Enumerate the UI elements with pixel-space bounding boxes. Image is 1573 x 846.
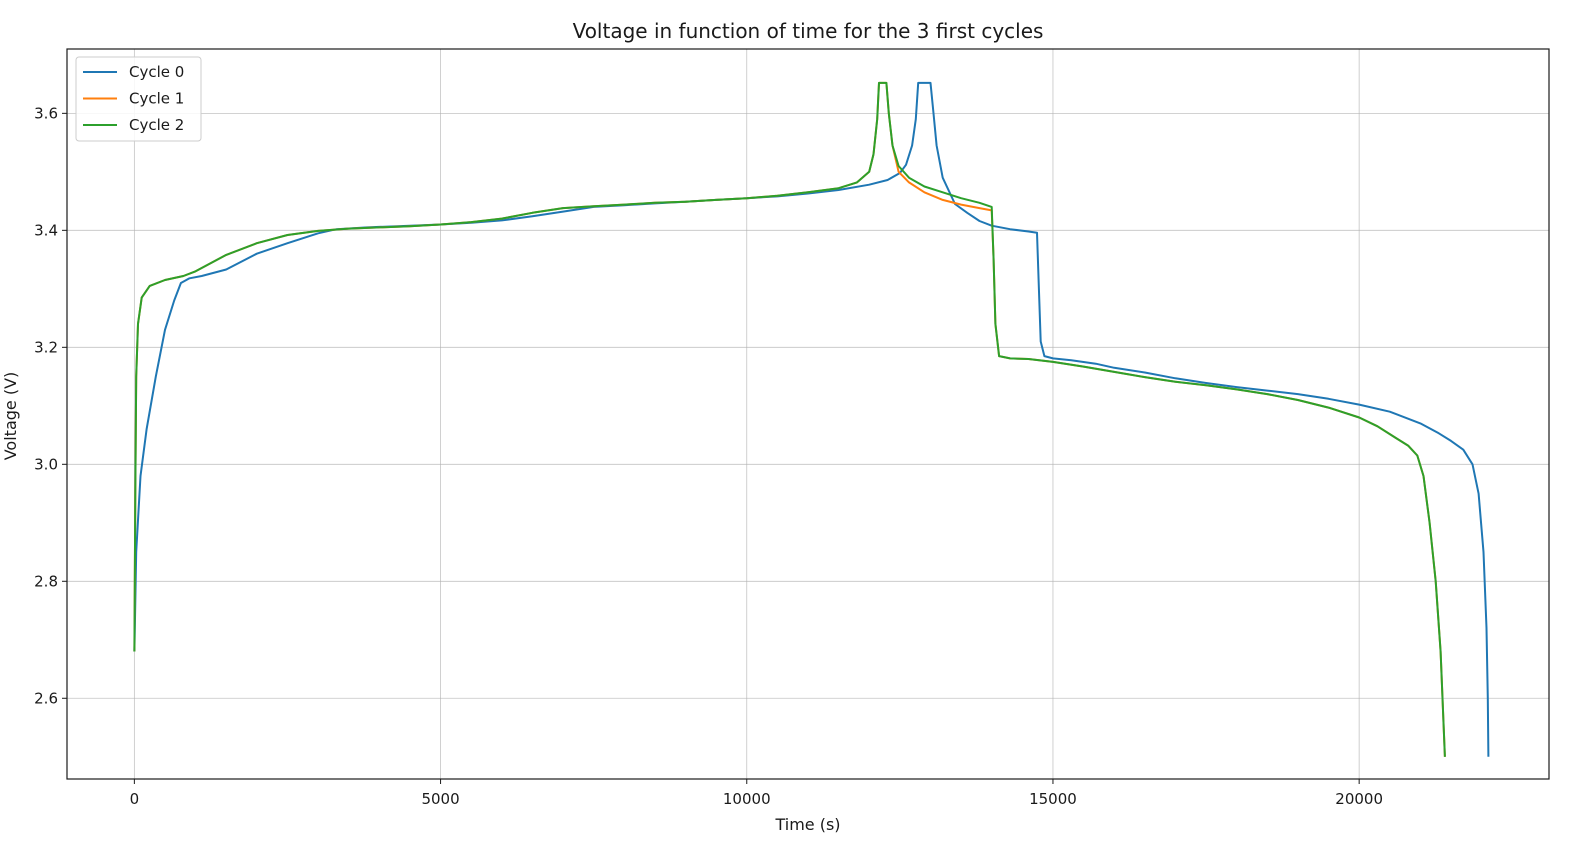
series-line-cycle-2 [133, 81, 1446, 757]
series-lines [133, 81, 1490, 757]
legend-entry-label: Cycle 2 [129, 116, 184, 134]
y-tick-label: 3.6 [34, 104, 58, 122]
x-tick-label: 5000 [421, 790, 459, 808]
legend-box [75, 56, 202, 142]
x-tick-label: 20000 [1335, 790, 1383, 808]
y-tick-label: 2.8 [34, 572, 58, 590]
y-tick-label: 3.0 [34, 455, 58, 473]
y-axis-label: Voltage (V) [1, 372, 20, 461]
y-tick-label: 2.6 [34, 689, 58, 707]
series-line-cycle-0 [133, 81, 1490, 757]
x-tick-label: 15000 [1029, 790, 1077, 808]
x-axis-label: Time (s) [774, 815, 840, 834]
chart-title: Voltage in function of time for the 3 fi… [573, 19, 1044, 43]
grid [67, 49, 1549, 779]
legend-entry-label: Cycle 1 [129, 90, 184, 108]
plot-area-frame [66, 48, 1550, 780]
legend-entry-label: Cycle 0 [129, 63, 184, 81]
x-tick-label: 10000 [723, 790, 771, 808]
y-tick-label: 3.2 [34, 338, 58, 356]
y-tick-label: 3.4 [34, 221, 58, 239]
legend: Cycle 0 Cycle 1 Cycle 2 [75, 56, 202, 142]
axis-ticks: 0 5000 10000 15000 20000 2.6 2.8 3.0 3.2 3.4 3.6 [34, 104, 1383, 808]
x-tick-label: 0 [130, 790, 140, 808]
